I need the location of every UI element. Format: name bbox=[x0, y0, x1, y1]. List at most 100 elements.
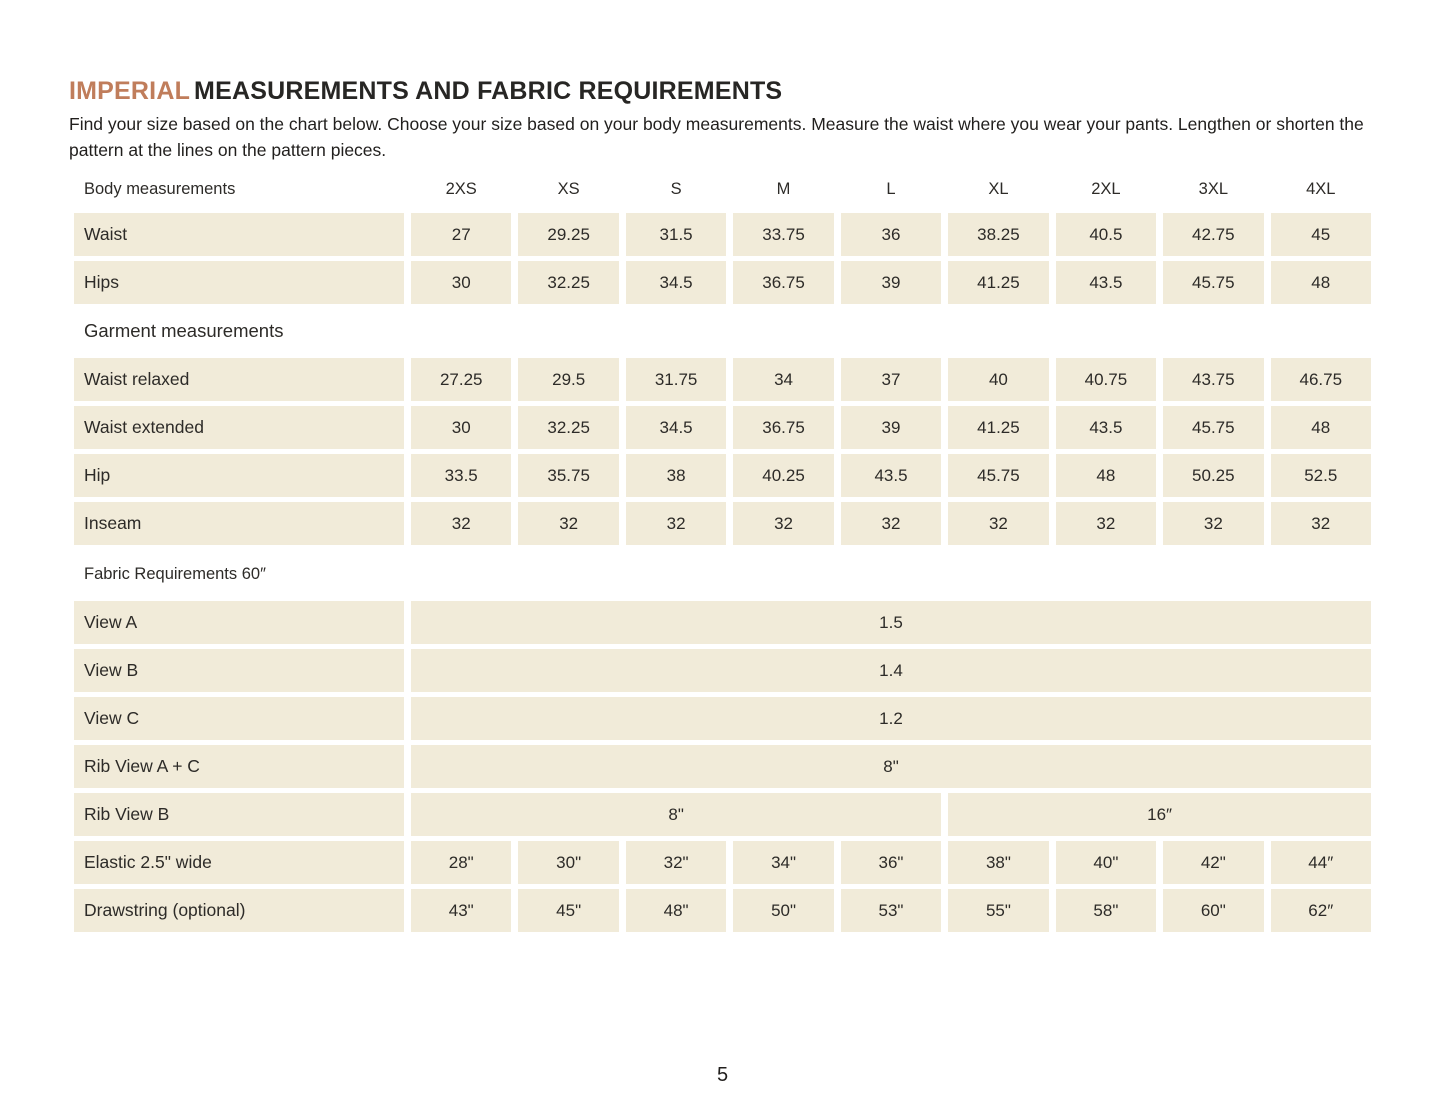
table-cell: 60" bbox=[1163, 889, 1264, 932]
table-cell: 36.75 bbox=[733, 261, 834, 304]
fabric-span-cell: 1.2 bbox=[411, 697, 1371, 740]
size-column-header: 4XL bbox=[1306, 179, 1336, 198]
page-title: IMPERIAL MEASUREMENTS AND FABRIC REQUIREM… bbox=[69, 76, 1445, 106]
table-cell: 32 bbox=[1163, 502, 1264, 545]
table-cell: 36" bbox=[840, 841, 942, 884]
table-cell: 32.25 bbox=[518, 406, 619, 449]
row-label: Waist bbox=[74, 213, 404, 256]
table-cell: 32.25 bbox=[518, 261, 619, 304]
row-label: Rib View A + C bbox=[74, 745, 404, 788]
table-cell: 43" bbox=[411, 889, 512, 932]
table-cell: 40 bbox=[948, 358, 1049, 401]
table-cell: 33.5 bbox=[411, 454, 512, 497]
garment-section-label: Garment measurements bbox=[84, 320, 284, 341]
table-cell: 45.75 bbox=[1163, 261, 1264, 304]
document-page: IMPERIAL MEASUREMENTS AND FABRIC REQUIREM… bbox=[0, 76, 1445, 1095]
table-cell: 39 bbox=[840, 261, 942, 304]
table-cell: 29.5 bbox=[518, 358, 619, 401]
size-column-header: 3XL bbox=[1198, 179, 1228, 198]
table-cell: 32 bbox=[948, 502, 1049, 545]
table-cell: 42" bbox=[1163, 841, 1264, 884]
table-cell: 40.25 bbox=[733, 454, 834, 497]
table-header-label: Body measurements bbox=[84, 179, 236, 198]
table-cell: 41.25 bbox=[948, 406, 1049, 449]
fabric-split-left-cell: 8" bbox=[411, 793, 942, 836]
table-cell: 37 bbox=[840, 358, 942, 401]
size-column-header: 2XL bbox=[1091, 179, 1121, 198]
table-cell: 39 bbox=[840, 406, 942, 449]
size-column-header: XL bbox=[988, 179, 1009, 198]
table-cell: 40.5 bbox=[1055, 213, 1157, 256]
table-cell: 40.75 bbox=[1055, 358, 1157, 401]
fabric-split-right-cell: 16″ bbox=[948, 793, 1371, 836]
row-label: Elastic 2.5" wide bbox=[74, 841, 404, 884]
table-cell: 53" bbox=[840, 889, 942, 932]
fabric-span-cell: 1.5 bbox=[411, 601, 1371, 644]
table-cell: 33.75 bbox=[733, 213, 834, 256]
table-cell: 50" bbox=[733, 889, 834, 932]
table-cell: 48" bbox=[625, 889, 727, 932]
row-label: Hips bbox=[74, 261, 404, 304]
table-cell: 48 bbox=[1270, 406, 1371, 449]
table-cell: 29.25 bbox=[518, 213, 619, 256]
intro-paragraph: Find your size based on the chart below.… bbox=[69, 114, 1364, 160]
fabric-section-label: Fabric Requirements 60″ bbox=[84, 564, 266, 583]
table-cell: 34.5 bbox=[625, 406, 727, 449]
table-cell: 31.75 bbox=[625, 358, 727, 401]
size-column-header: M bbox=[776, 179, 791, 198]
body-measurements-table: Waist 27 29.25 31.5 33.75 36 38.25 40.5 42.75 45 H… bbox=[74, 213, 1371, 304]
row-label: Drawstring (optional) bbox=[74, 889, 404, 932]
table-cell: 31.5 bbox=[625, 213, 727, 256]
table-cell: 43.5 bbox=[840, 454, 942, 497]
row-label: Hip bbox=[74, 454, 404, 497]
table-cell: 43.5 bbox=[1055, 261, 1157, 304]
table-cell: 32 bbox=[733, 502, 834, 545]
row-label: Waist relaxed bbox=[74, 358, 404, 401]
table-cell: 34.5 bbox=[625, 261, 727, 304]
table-cell: 32 bbox=[1055, 502, 1157, 545]
table-cell: 38" bbox=[948, 841, 1049, 884]
table-cell: 34 bbox=[733, 358, 834, 401]
table-cell: 48 bbox=[1055, 454, 1157, 497]
table-cell: 44″ bbox=[1270, 841, 1371, 884]
row-label: Inseam bbox=[74, 502, 404, 545]
table-cell: 52.5 bbox=[1270, 454, 1371, 497]
table-cell: 32 bbox=[518, 502, 619, 545]
table-cell: 55" bbox=[948, 889, 1049, 932]
page-number: 5 bbox=[716, 1064, 729, 1086]
table-cell: 35.75 bbox=[518, 454, 619, 497]
table-cell: 34" bbox=[733, 841, 834, 884]
table-cell: 43.75 bbox=[1163, 358, 1264, 401]
size-column-header: 2XS bbox=[445, 179, 477, 198]
size-column-header: XS bbox=[557, 179, 580, 198]
table-cell: 62″ bbox=[1270, 889, 1371, 932]
table-cell: 32 bbox=[625, 502, 727, 545]
table-cell: 27.25 bbox=[411, 358, 512, 401]
table-cell: 30" bbox=[518, 841, 619, 884]
table-cell: 32" bbox=[625, 841, 727, 884]
table-cell: 58" bbox=[1055, 889, 1157, 932]
table-cell: 50.25 bbox=[1163, 454, 1264, 497]
table-cell: 42.75 bbox=[1163, 213, 1264, 256]
garment-measurements-table: Waist relaxed 27.25 29.5 31.75 34 37 40 40.75 43… bbox=[74, 358, 1371, 545]
table-cell: 41.25 bbox=[948, 261, 1049, 304]
table-cell: 40" bbox=[1055, 841, 1157, 884]
size-column-header: L bbox=[886, 179, 896, 198]
table-cell: 38.25 bbox=[948, 213, 1049, 256]
row-label: Waist extended bbox=[74, 406, 404, 449]
table-cell: 32 bbox=[411, 502, 512, 545]
fabric-span-cell: 1.4 bbox=[411, 649, 1371, 692]
row-label: View B bbox=[74, 649, 404, 692]
table-cell: 27 bbox=[411, 213, 512, 256]
table-cell: 28" bbox=[411, 841, 512, 884]
table-cell: 45.75 bbox=[1163, 406, 1264, 449]
table-cell: 48 bbox=[1270, 261, 1371, 304]
table-cell: 45.75 bbox=[948, 454, 1049, 497]
size-header-row: Body measurements 2XS XS S M L XL 2XL 3XL 4XL bbox=[74, 176, 1371, 202]
table-cell: 30 bbox=[411, 406, 512, 449]
table-cell: 45" bbox=[518, 889, 619, 932]
title-rest: MEASUREMENTS AND FABRIC REQUIREMENTS bbox=[194, 77, 783, 105]
row-label: View C bbox=[74, 697, 404, 740]
table-cell: 45 bbox=[1270, 213, 1371, 256]
table-cell: 46.75 bbox=[1270, 358, 1371, 401]
